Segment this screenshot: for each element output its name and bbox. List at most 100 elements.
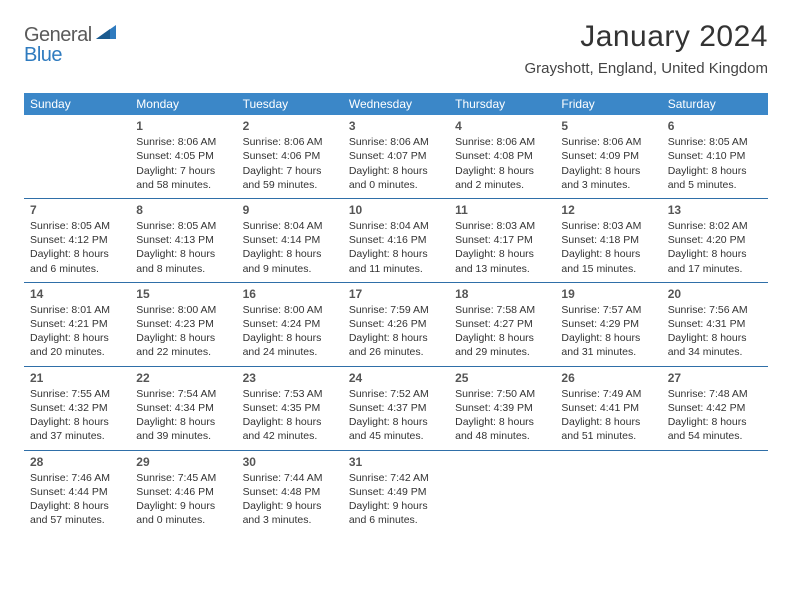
daylight-line: Daylight: 8 hours and 3 minutes. xyxy=(561,164,655,192)
calendar-cell xyxy=(24,115,130,198)
calendar-cell: 31Sunrise: 7:42 AMSunset: 4:49 PMDayligh… xyxy=(343,450,449,533)
calendar-cell: 20Sunrise: 7:56 AMSunset: 4:31 PMDayligh… xyxy=(662,282,768,366)
sunrise-line: Sunrise: 7:55 AM xyxy=(30,387,124,401)
daylight-line: Daylight: 8 hours and 13 minutes. xyxy=(455,247,549,275)
day-number: 30 xyxy=(243,454,337,470)
sunset-line: Sunset: 4:12 PM xyxy=(30,233,124,247)
day-number: 5 xyxy=(561,118,655,134)
day-number: 28 xyxy=(30,454,124,470)
sunrise-line: Sunrise: 7:53 AM xyxy=(243,387,337,401)
calendar-cell: 24Sunrise: 7:52 AMSunset: 4:37 PMDayligh… xyxy=(343,366,449,450)
day-number: 2 xyxy=(243,118,337,134)
calendar-cell: 8Sunrise: 8:05 AMSunset: 4:13 PMDaylight… xyxy=(130,198,236,282)
day-number: 11 xyxy=(455,202,549,218)
sunset-line: Sunset: 4:44 PM xyxy=(30,485,124,499)
month-title: January 2024 xyxy=(525,20,768,54)
calendar-cell: 30Sunrise: 7:44 AMSunset: 4:48 PMDayligh… xyxy=(237,450,343,533)
sunrise-line: Sunrise: 8:05 AM xyxy=(668,135,762,149)
calendar-cell: 15Sunrise: 8:00 AMSunset: 4:23 PMDayligh… xyxy=(130,282,236,366)
daylight-line: Daylight: 8 hours and 37 minutes. xyxy=(30,415,124,443)
daylight-line: Daylight: 8 hours and 31 minutes. xyxy=(561,331,655,359)
calendar-cell: 16Sunrise: 8:00 AMSunset: 4:24 PMDayligh… xyxy=(237,282,343,366)
calendar-cell: 27Sunrise: 7:48 AMSunset: 4:42 PMDayligh… xyxy=(662,366,768,450)
daylight-line: Daylight: 8 hours and 42 minutes. xyxy=(243,415,337,443)
calendar-cell: 22Sunrise: 7:54 AMSunset: 4:34 PMDayligh… xyxy=(130,366,236,450)
calendar-week-row: 21Sunrise: 7:55 AMSunset: 4:32 PMDayligh… xyxy=(24,366,768,450)
calendar-week-row: 1Sunrise: 8:06 AMSunset: 4:05 PMDaylight… xyxy=(24,115,768,198)
daylight-line: Daylight: 8 hours and 5 minutes. xyxy=(668,164,762,192)
day-number: 20 xyxy=(668,286,762,302)
sunset-line: Sunset: 4:23 PM xyxy=(136,317,230,331)
sunrise-line: Sunrise: 8:02 AM xyxy=(668,219,762,233)
sunset-line: Sunset: 4:24 PM xyxy=(243,317,337,331)
sunrise-line: Sunrise: 7:42 AM xyxy=(349,471,443,485)
daylight-line: Daylight: 8 hours and 6 minutes. xyxy=(30,247,124,275)
calendar-cell xyxy=(449,450,555,533)
sunset-line: Sunset: 4:21 PM xyxy=(30,317,124,331)
calendar-cell: 29Sunrise: 7:45 AMSunset: 4:46 PMDayligh… xyxy=(130,450,236,533)
sunset-line: Sunset: 4:07 PM xyxy=(349,149,443,163)
daylight-line: Daylight: 8 hours and 24 minutes. xyxy=(243,331,337,359)
sunrise-line: Sunrise: 7:54 AM xyxy=(136,387,230,401)
sunrise-line: Sunrise: 8:03 AM xyxy=(455,219,549,233)
sunrise-line: Sunrise: 8:05 AM xyxy=(30,219,124,233)
calendar-cell xyxy=(662,450,768,533)
daylight-line: Daylight: 8 hours and 17 minutes. xyxy=(668,247,762,275)
sunrise-line: Sunrise: 7:44 AM xyxy=(243,471,337,485)
day-number: 29 xyxy=(136,454,230,470)
day-header: Sunday xyxy=(24,93,130,115)
day-header: Saturday xyxy=(662,93,768,115)
calendar-cell: 13Sunrise: 8:02 AMSunset: 4:20 PMDayligh… xyxy=(662,198,768,282)
sunrise-line: Sunrise: 8:06 AM xyxy=(136,135,230,149)
daylight-line: Daylight: 8 hours and 57 minutes. xyxy=(30,499,124,527)
daylight-line: Daylight: 8 hours and 51 minutes. xyxy=(561,415,655,443)
sunrise-line: Sunrise: 8:06 AM xyxy=(349,135,443,149)
sunrise-line: Sunrise: 7:56 AM xyxy=(668,303,762,317)
sunrise-line: Sunrise: 8:06 AM xyxy=(243,135,337,149)
header: General January 2024 Grayshott, England,… xyxy=(24,20,768,77)
sunset-line: Sunset: 4:39 PM xyxy=(455,401,549,415)
sunset-line: Sunset: 4:49 PM xyxy=(349,485,443,499)
daylight-line: Daylight: 8 hours and 15 minutes. xyxy=(561,247,655,275)
calendar-cell: 4Sunrise: 8:06 AMSunset: 4:08 PMDaylight… xyxy=(449,115,555,198)
daylight-line: Daylight: 8 hours and 20 minutes. xyxy=(30,331,124,359)
day-number: 4 xyxy=(455,118,549,134)
sunset-line: Sunset: 4:37 PM xyxy=(349,401,443,415)
calendar-cell: 6Sunrise: 8:05 AMSunset: 4:10 PMDaylight… xyxy=(662,115,768,198)
day-number: 7 xyxy=(30,202,124,218)
daylight-line: Daylight: 8 hours and 45 minutes. xyxy=(349,415,443,443)
calendar-week-row: 28Sunrise: 7:46 AMSunset: 4:44 PMDayligh… xyxy=(24,450,768,533)
daylight-line: Daylight: 8 hours and 34 minutes. xyxy=(668,331,762,359)
day-number: 16 xyxy=(243,286,337,302)
daylight-line: Daylight: 8 hours and 26 minutes. xyxy=(349,331,443,359)
calendar-cell: 1Sunrise: 8:06 AMSunset: 4:05 PMDaylight… xyxy=(130,115,236,198)
daylight-line: Daylight: 9 hours and 3 minutes. xyxy=(243,499,337,527)
sunset-line: Sunset: 4:48 PM xyxy=(243,485,337,499)
brand-triangle-icon xyxy=(96,23,116,44)
daylight-line: Daylight: 8 hours and 9 minutes. xyxy=(243,247,337,275)
day-number: 19 xyxy=(561,286,655,302)
title-block: January 2024 Grayshott, England, United … xyxy=(525,20,768,77)
day-number: 27 xyxy=(668,370,762,386)
day-number: 21 xyxy=(30,370,124,386)
day-number: 23 xyxy=(243,370,337,386)
daylight-line: Daylight: 8 hours and 22 minutes. xyxy=(136,331,230,359)
location-subtitle: Grayshott, England, United Kingdom xyxy=(525,60,768,77)
daylight-line: Daylight: 8 hours and 8 minutes. xyxy=(136,247,230,275)
day-number: 18 xyxy=(455,286,549,302)
sunrise-line: Sunrise: 7:46 AM xyxy=(30,471,124,485)
sunrise-line: Sunrise: 7:59 AM xyxy=(349,303,443,317)
day-number: 24 xyxy=(349,370,443,386)
sunset-line: Sunset: 4:41 PM xyxy=(561,401,655,415)
calendar-cell: 19Sunrise: 7:57 AMSunset: 4:29 PMDayligh… xyxy=(555,282,661,366)
sunrise-line: Sunrise: 7:45 AM xyxy=(136,471,230,485)
day-number: 26 xyxy=(561,370,655,386)
day-number: 9 xyxy=(243,202,337,218)
calendar-cell: 25Sunrise: 7:50 AMSunset: 4:39 PMDayligh… xyxy=(449,366,555,450)
day-number: 8 xyxy=(136,202,230,218)
sunrise-line: Sunrise: 8:00 AM xyxy=(243,303,337,317)
day-number: 25 xyxy=(455,370,549,386)
day-header: Thursday xyxy=(449,93,555,115)
sunset-line: Sunset: 4:10 PM xyxy=(668,149,762,163)
sunset-line: Sunset: 4:29 PM xyxy=(561,317,655,331)
